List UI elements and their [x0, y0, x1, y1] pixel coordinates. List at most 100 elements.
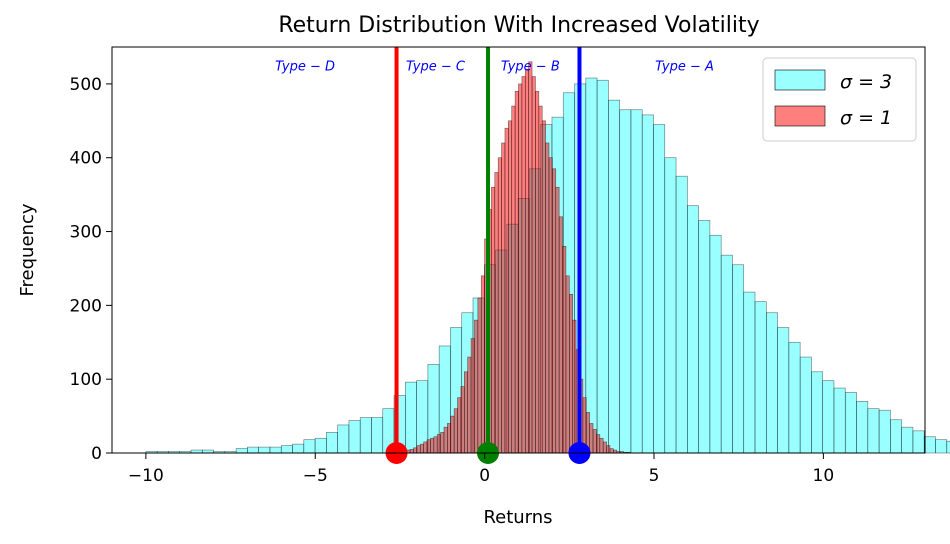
histogram-bar-series-1-bin-33 — [501, 142, 506, 454]
histogram-bar-series-1-bin-40 — [524, 68, 529, 454]
histogram-bar-series-1-bin-10 — [423, 441, 428, 454]
x-tick-label-1: −5 — [303, 466, 328, 486]
legend-swatch-sigma1 — [774, 105, 826, 127]
histogram-bar-series-1-bin-17 — [447, 423, 452, 454]
histogram-bar-series-1-bin-41 — [528, 61, 533, 454]
histogram-bar-series-0-bin-47 — [675, 175, 688, 454]
histogram-bar-series-0-bin-61 — [833, 387, 846, 454]
histogram-bar-series-0-bin-43 — [630, 109, 643, 454]
histogram-bar-series-1-bin-63 — [602, 441, 607, 454]
histogram-bar-series-0-bin-49 — [698, 220, 711, 454]
plot-frame — [111, 46, 926, 454]
x-axis-ticks: −10 −5 0 5 10 — [128, 453, 834, 486]
histogram-bar-series-0-bin-12 — [280, 445, 293, 454]
y-tick-label-1: 100 — [70, 370, 102, 390]
histogram-bar-series-0-bin-52 — [732, 264, 745, 454]
histogram-bar-series-1-bin-18 — [450, 415, 455, 454]
reference-lines — [385, 47, 591, 464]
legend: σ = 3 σ = 1 — [762, 57, 917, 142]
y-tick-label-4: 400 — [70, 149, 102, 169]
region-label-2: Type − B — [501, 59, 560, 74]
histogram-bar-series-1-bin-35 — [508, 120, 513, 454]
histogram-bar-series-0-bin-11 — [269, 446, 282, 454]
histogram-bar-series-0-bin-68 — [912, 430, 925, 454]
histogram-bar-series-0-bin-56 — [777, 327, 790, 454]
histogram-bar-series-0-bin-50 — [709, 234, 722, 454]
histogram-bar-series-1-bin-14 — [436, 434, 441, 454]
histogram-bar-series-1-bin-9 — [419, 443, 424, 454]
histogram-bar-series-0-bin-63 — [856, 401, 869, 454]
histogram-bar-series-1-bin-11 — [426, 439, 431, 454]
y-tick-label-3: 300 — [70, 223, 102, 243]
region-label-1: Type − C — [406, 59, 466, 74]
histogram-bar-series-0-bin-59 — [811, 371, 823, 454]
histogram-bar-series-1-bin-37 — [514, 90, 519, 454]
histogram-bar-series-0-bin-17 — [337, 424, 350, 454]
x-tick-label-3: 5 — [649, 466, 660, 486]
x-tick-label-4: 10 — [813, 466, 835, 486]
histogram-bar-series-1-bin-64 — [606, 445, 611, 454]
histogram-bar-series-0-bin-15 — [314, 437, 327, 454]
histogram-bar-series-0-bin-65 — [878, 409, 891, 454]
region-label-0: Type − D — [275, 59, 335, 74]
histogram-bar-series-0-bin-8 — [235, 448, 248, 454]
histogram-bar-series-1-bin-16 — [443, 426, 448, 454]
histogram-bar-series-1-bin-6 — [409, 449, 414, 454]
histogram-bar-series-0-bin-44 — [641, 114, 654, 454]
histogram-bar-series-1-bin-19 — [453, 408, 458, 454]
x-tick-label-0: −10 — [128, 466, 164, 486]
legend-swatch-sigma3 — [774, 69, 826, 91]
histogram-bar-series-1-bin-36 — [511, 105, 516, 454]
histogram-bar-series-0-bin-45 — [653, 124, 666, 454]
histogram-bar-series-0-bin-58 — [799, 356, 812, 454]
histogram-bar-series-1-bin-26 — [477, 297, 482, 454]
histogram-bar-series-0-bin-10 — [258, 446, 271, 454]
histogram-bar-series-0-bin-66 — [890, 419, 902, 454]
histogram-bar-series-0-bin-41 — [608, 99, 620, 454]
histogram-bar-series-1-bin-7 — [413, 447, 418, 454]
histogram-bar-series-0-bin-40 — [596, 79, 609, 454]
histogram-bar-series-1-bin-61 — [596, 434, 601, 454]
y-tick-label-0: 0 — [91, 444, 102, 464]
histogram-bar-series-1-bin-27 — [480, 275, 485, 454]
histogram-bar-series-0-bin-39 — [585, 77, 598, 454]
histogram-bar-series-1-bin-59 — [589, 423, 594, 454]
histogram-bar-series-0-bin-60 — [822, 380, 835, 454]
histogram-bar-series-1-bin-49 — [555, 186, 560, 454]
histogram-bar-series-1-bin-45 — [541, 120, 546, 454]
histogram-bar-series-1-bin-34 — [504, 127, 509, 454]
y-axis-label: Frequency — [17, 203, 38, 296]
histogram-bar-series-1-bin-30 — [491, 186, 496, 454]
histogram-bar-series-1-bin-32 — [497, 157, 502, 454]
histogram-bar-series-0-bin-20 — [371, 417, 384, 454]
histogram-bar-series-1-bin-44 — [538, 105, 543, 454]
histogram-bar-series-0-bin-42 — [619, 109, 632, 454]
histogram-bar-series-1-bin-46 — [545, 142, 550, 454]
histogram-bar-series-1-bin-50 — [558, 216, 563, 454]
histogram-bar-series-1-bin-60 — [592, 429, 597, 454]
histogram-bar-series-0-bin-9 — [247, 446, 259, 454]
histogram-bar-series-0-bin-71 — [946, 440, 950, 454]
histogram-bar-series-1-bin-8 — [416, 445, 421, 454]
histogram-bar-series-0-bin-51 — [720, 254, 733, 454]
chart-title: Return Distribution With Increased Volat… — [278, 13, 759, 38]
histogram-bar-series-0-bin-19 — [359, 417, 372, 454]
histogram-bar-series-1-bin-53 — [569, 293, 573, 454]
histogram-bar-series-0-bin-53 — [743, 291, 756, 454]
histogram-bar-series-1-bin-47 — [548, 157, 553, 454]
x-tick-label-2: 0 — [479, 466, 490, 486]
histogram-bar-series-1-bin-31 — [494, 172, 499, 454]
histogram-bar-series-0-bin-16 — [326, 432, 338, 454]
y-axis-ticks: 0 100 200 300 400 500 — [70, 75, 112, 464]
histogram-bar-series-1-bin-21 — [460, 386, 465, 454]
legend-label-sigma3: σ = 3 — [840, 71, 892, 93]
histogram-bar-series-0-bin-18 — [348, 420, 361, 454]
histogram-bar-series-0-bin-70 — [935, 439, 948, 454]
histogram-bar-series-0-bin-23 — [405, 381, 417, 454]
histogram-bar-series-0-bin-64 — [867, 408, 880, 454]
histogram-bar-series-1-bin-51 — [562, 246, 567, 454]
histogram-bar-series-0-bin-14 — [303, 439, 316, 454]
legend-label-sigma1: σ = 1 — [840, 107, 892, 129]
histogram-bar-series-0-bin-46 — [664, 157, 677, 454]
